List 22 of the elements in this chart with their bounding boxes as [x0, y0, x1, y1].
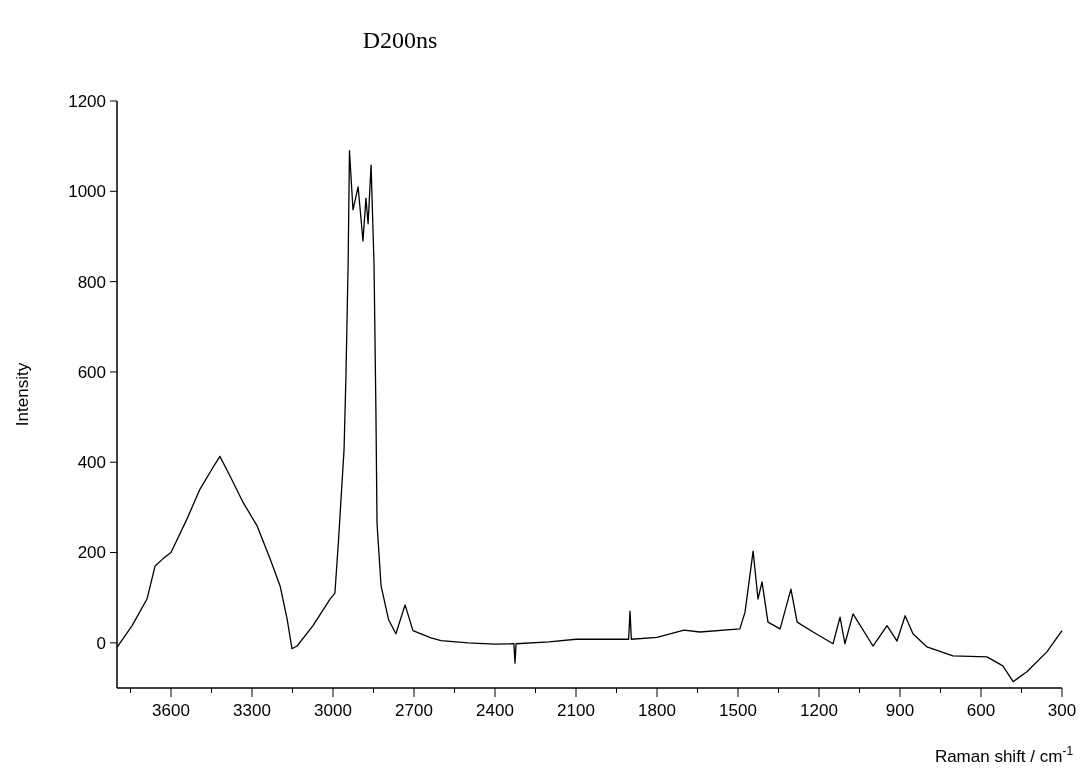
chart-title: D200ns — [362, 27, 438, 53]
y-tick-label: 400 — [77, 453, 106, 473]
x-tick-label: 3600 — [152, 701, 190, 720]
x-tick-label: 300 — [1047, 701, 1077, 720]
x-tick-label: 600 — [966, 701, 996, 720]
y-tick-label: 1200 — [68, 91, 106, 111]
x-tick-label: 2400 — [476, 701, 514, 720]
x-tick-label: 1800 — [638, 701, 676, 720]
x-tick-label: 3000 — [314, 701, 352, 720]
y-tick-label: 0 — [96, 633, 106, 653]
x-tick-label: 1500 — [719, 701, 757, 720]
x-tick-label: 900 — [885, 701, 915, 720]
x-tick-label: 1200 — [800, 701, 838, 720]
y-tick-label: 800 — [77, 272, 106, 292]
x-axis-title: Raman shift / cm$^{-1}$ — [934, 744, 1074, 766]
y-tick-label: 200 — [77, 543, 106, 563]
y-tick-label: 600 — [77, 362, 106, 382]
x-tick-label: 2100 — [557, 701, 595, 720]
y-axis-title: Intensity — [13, 362, 32, 427]
y-tick-label: 1000 — [68, 182, 106, 202]
x-tick-label: 2700 — [395, 701, 433, 720]
x-tick-label: 3300 — [233, 701, 271, 720]
